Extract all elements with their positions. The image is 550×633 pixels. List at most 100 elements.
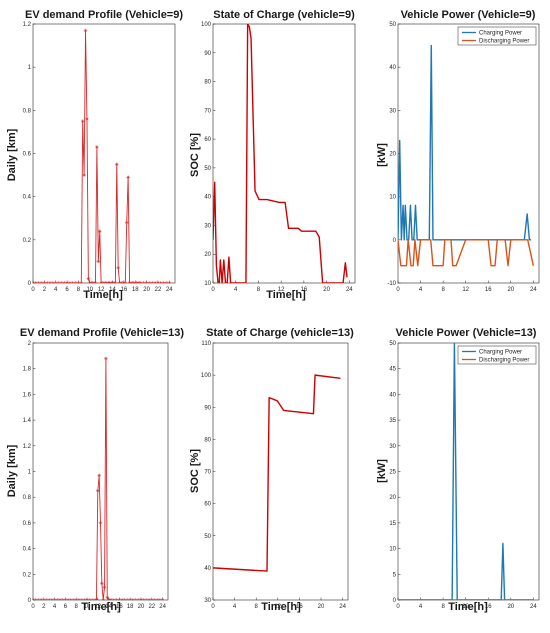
y-tick-label: 0.6 — [23, 152, 32, 158]
y-tick-label: 40 — [389, 392, 396, 398]
plot-area — [32, 23, 176, 284]
y-tick-label: 90 — [204, 405, 211, 411]
x-tick-label: 12 — [274, 604, 281, 610]
y-tick-label: 0.4 — [23, 547, 32, 553]
y-tick-label: 0.8 — [23, 108, 32, 114]
x-tick-label: 24 — [159, 604, 166, 610]
series-line-1 — [213, 374, 341, 572]
series-line-1 — [398, 343, 534, 600]
y-tick-label: 50 — [204, 166, 211, 172]
y-tick-label: 45 — [389, 367, 396, 373]
legend: Charging Power Discharging Power — [457, 26, 537, 46]
y-tick-label: 100 — [201, 22, 212, 28]
y-tick-label: 30 — [389, 108, 396, 114]
data-point-marker — [124, 220, 129, 225]
x-tick-label: 8 — [255, 604, 259, 610]
data-point-marker — [114, 162, 119, 167]
x-tick-label: 24 — [530, 287, 537, 293]
y-tick-label: 40 — [204, 566, 211, 572]
y-tick-label: 0.4 — [23, 195, 32, 201]
chart-panel-1: 00.20.40.60.811.20 2 4 6 8 10 12 14 16 18 20 22 24EV… — [6, 9, 183, 301]
data-point-marker — [79, 281, 84, 283]
x-tick-label: 6 — [65, 287, 69, 293]
x-tick-label: 0 — [211, 604, 215, 610]
chart-title: Vehicle Power (Vehicle=9) — [401, 9, 536, 21]
legend-label: Discharging Power — [479, 358, 529, 364]
x-axis-label: Time[h] — [83, 289, 123, 301]
y-tick-label: 80 — [204, 437, 211, 443]
y-tick-label: 15 — [389, 521, 396, 527]
y-tick-label: 1.2 — [23, 444, 32, 450]
y-axis-label: SOC [%] — [189, 449, 201, 493]
y-tick-label: 1.4 — [23, 418, 32, 424]
y-axis-label: [kW] — [376, 143, 388, 167]
data-point-marker — [102, 585, 107, 589]
legend-label: Charging Power — [479, 31, 522, 37]
data-point-marker — [97, 473, 101, 478]
y-tick-label: 50 — [204, 534, 211, 540]
y-tick-label: 10 — [389, 195, 396, 201]
x-axis-label: Time[h] — [266, 289, 306, 301]
y-axis-label: [kW] — [376, 459, 388, 483]
y-tick-label: 0 — [393, 598, 397, 604]
x-axis-label: Time[h] — [261, 601, 301, 613]
y-tick-label: 100 — [201, 373, 212, 379]
y-tick-label: 0.2 — [23, 572, 32, 578]
y-tick-label: 20 — [389, 152, 396, 158]
y-tick-label: 1 — [28, 470, 32, 476]
x-tick-label: 8 — [441, 604, 445, 610]
plot-area — [397, 23, 540, 284]
plot-area — [212, 23, 356, 284]
chart-panel-6: 0 5 10 15 20 25 30 35 40 45 50 0 4 8 12 16 20 24 Charging … — [376, 327, 540, 613]
chart-panel-5: 30 40 50 60 70 80 90 100 110 0 4 8 12 16 20 24 State of … — [189, 327, 354, 613]
plot-area — [32, 342, 169, 601]
x-tick-label: 16 — [121, 287, 128, 293]
x-tick-label: 24 — [339, 604, 346, 610]
x-tick-label: 16 — [116, 604, 123, 610]
y-tick-label: 25 — [389, 470, 396, 476]
data-point-marker — [80, 119, 85, 123]
x-tick-label: 0 — [396, 604, 400, 610]
x-tick-label: 16 — [301, 287, 308, 293]
x-tick-label: 24 — [530, 604, 537, 610]
x-tick-label: 8 — [257, 287, 261, 293]
x-tick-label: 18 — [127, 604, 134, 610]
x-tick-label: 8 — [441, 287, 445, 293]
x-tick-label: 20 — [507, 604, 514, 610]
y-tick-label: 70 — [204, 470, 211, 476]
chart-title: State of Charge (vehicle=9) — [213, 9, 355, 21]
chart-panel-2: 10 20 30 40 50 60 70 80 90 100 0 4 8 12 16 20 24 State of… — [189, 9, 356, 301]
data-point-marker — [97, 229, 102, 233]
x-tick-label: 24 — [346, 287, 353, 293]
chart-title: EV demand Profile (Vehicle=13) — [20, 327, 184, 339]
x-tick-label: 4 — [419, 287, 423, 293]
y-tick-label: 35 — [389, 418, 396, 424]
y-tick-label: 0.6 — [23, 521, 32, 527]
y-tick-label: 0.8 — [23, 495, 32, 501]
series-line-1 — [398, 44, 532, 241]
y-tick-label: 2 — [28, 341, 32, 347]
x-tick-label: 14 — [105, 604, 112, 610]
chart-title: Vehicle Power (Vehicle=13) — [396, 327, 537, 339]
x-tick-label: 4 — [233, 604, 237, 610]
x-tick-label: 2 — [42, 604, 46, 610]
x-tick-label: 16 — [485, 287, 492, 293]
data-point-marker — [96, 488, 100, 493]
chart-panel-4: 00.20.40.60.811.21.41.61.820 2 4 6 8 10 12 14 16… — [6, 327, 184, 613]
y-tick-label: -10 — [387, 281, 396, 287]
y-tick-label: 50 — [389, 22, 396, 28]
data-point-marker — [104, 356, 108, 361]
data-point-marker — [126, 175, 130, 180]
x-tick-label: 8 — [77, 287, 81, 293]
y-tick-label: 0 — [393, 238, 397, 244]
y-tick-label: 1.2 — [23, 22, 32, 28]
x-tick-label: 18 — [132, 287, 139, 293]
y-tick-label: 30 — [204, 223, 211, 229]
x-tick-label: 20 — [138, 604, 145, 610]
x-tick-label: 20 — [318, 604, 325, 610]
y-axis-label: Daily [km] — [6, 444, 18, 497]
chart-title: State of Charge (vehicle=13) — [206, 327, 354, 339]
data-point-marker — [100, 581, 104, 586]
y-axis-label: SOC [%] — [189, 133, 201, 177]
data-point-marker — [167, 281, 172, 283]
